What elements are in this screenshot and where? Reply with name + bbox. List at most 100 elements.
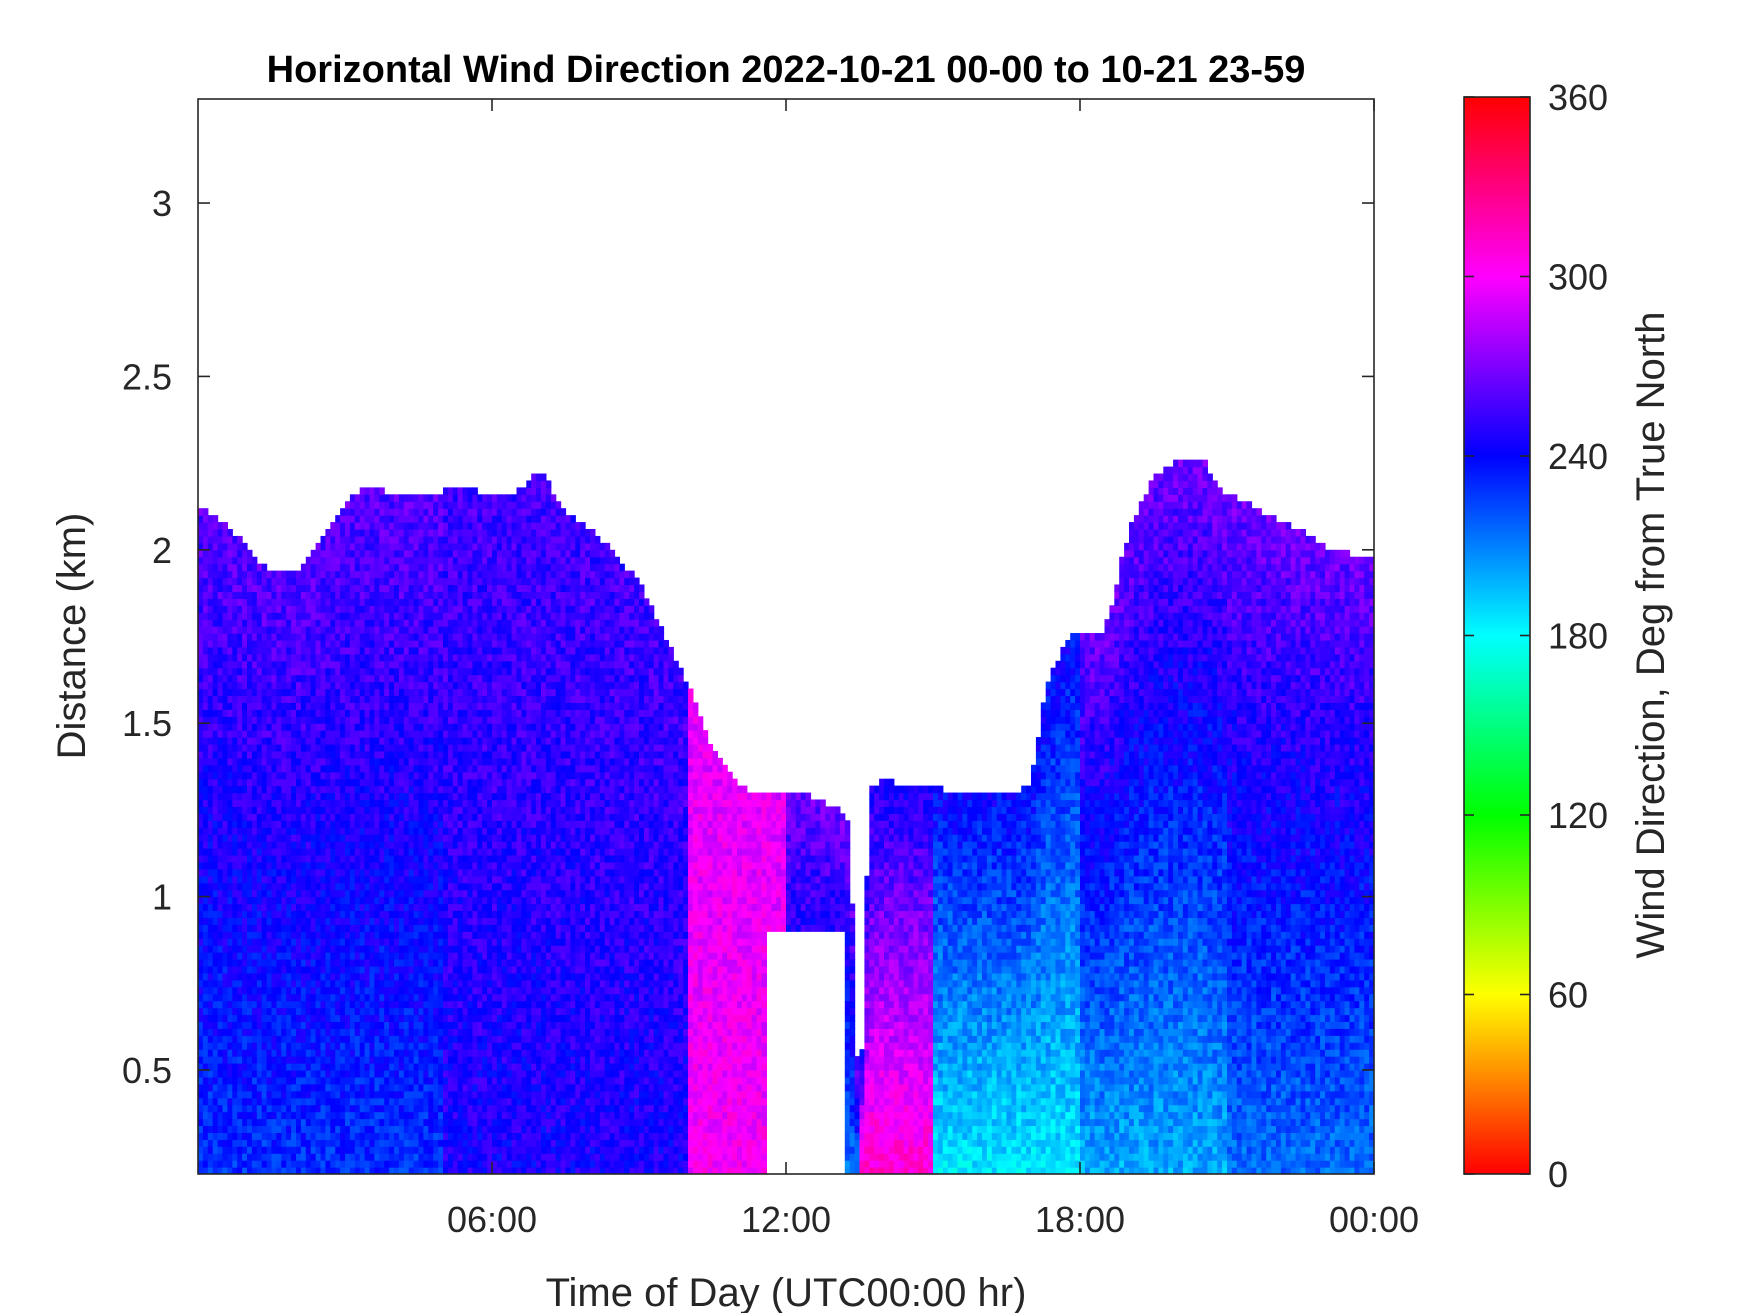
heatmap-cell	[237, 591, 243, 599]
heatmap-cell	[296, 605, 302, 613]
heatmap-cell	[256, 1118, 263, 1127]
heatmap-cell	[202, 827, 209, 835]
heatmap-cell	[423, 945, 429, 953]
heatmap-cell	[359, 723, 366, 731]
heatmap-cell	[207, 959, 214, 967]
heatmap-cell	[247, 931, 253, 939]
heatmap-cell	[286, 633, 292, 641]
heatmap-cell	[349, 868, 356, 877]
heatmap-cell	[374, 820, 380, 828]
heatmap-cell	[384, 827, 390, 835]
heatmap-cell	[384, 549, 390, 558]
heatmap-cell	[452, 508, 459, 516]
heatmap-cell	[384, 799, 390, 808]
heatmap-cell	[212, 750, 219, 759]
heatmap-cell	[408, 744, 415, 752]
heatmap-cell	[447, 820, 454, 828]
heatmap-cell	[310, 945, 317, 953]
heatmap-cell	[428, 1056, 434, 1064]
heatmap-cell	[354, 1104, 361, 1113]
heatmap-cell	[418, 556, 424, 565]
heatmap-cell	[237, 965, 243, 974]
heatmap-cell	[227, 931, 233, 939]
heatmap-cell	[413, 660, 420, 669]
heatmap-cell	[438, 945, 444, 953]
heatmap-cell	[340, 660, 346, 669]
heatmap-cell	[389, 1139, 395, 1147]
heatmap-cell	[335, 542, 341, 551]
heatmap-cell	[217, 730, 224, 738]
heatmap-cell	[217, 1063, 224, 1071]
heatmap-cell	[408, 1007, 415, 1016]
heatmap-cell	[247, 750, 253, 759]
heatmap-cell	[413, 646, 420, 655]
heatmap-cell	[198, 896, 204, 905]
heatmap-cell	[247, 903, 253, 912]
heatmap-cell	[315, 1160, 322, 1168]
heatmap-cell	[305, 1118, 312, 1127]
heatmap-cell	[271, 792, 277, 801]
heatmap-cell	[379, 515, 385, 523]
heatmap-cell	[296, 1167, 302, 1174]
heatmap-cell	[276, 882, 282, 891]
heatmap-cell	[345, 861, 351, 870]
heatmap-cell	[276, 1118, 282, 1127]
heatmap-cell	[198, 577, 204, 586]
heatmap-cell	[438, 979, 444, 988]
heatmap-cell	[217, 1035, 224, 1043]
heatmap-cell	[222, 1111, 228, 1120]
heatmap-cell	[379, 598, 385, 606]
heatmap-cell	[433, 778, 439, 787]
heatmap-cell	[369, 660, 375, 669]
heatmap-cell	[212, 1153, 219, 1161]
heatmap-cell	[438, 1083, 444, 1092]
heatmap-cell	[296, 1153, 302, 1161]
heatmap-cell	[330, 841, 336, 849]
heatmap-cell	[217, 875, 224, 884]
heatmap-cell	[433, 653, 439, 662]
heatmap-cell	[281, 875, 287, 884]
heatmap-cell	[207, 827, 214, 835]
heatmap-cell	[443, 605, 449, 613]
heatmap-cell	[335, 764, 341, 773]
heatmap-cell	[438, 1104, 444, 1113]
heatmap-cell	[394, 917, 400, 925]
heatmap-cell	[330, 716, 336, 724]
heatmap-cell	[222, 965, 228, 974]
heatmap-cell	[251, 1076, 258, 1085]
heatmap-cell	[443, 1104, 449, 1113]
heatmap-cell	[305, 806, 312, 814]
heatmap-cell	[379, 1035, 385, 1043]
heatmap-cell	[261, 993, 268, 1002]
heatmap-cell	[398, 820, 405, 828]
heatmap-cell	[423, 903, 429, 912]
heatmap-cell	[423, 868, 429, 877]
heatmap-cell	[212, 1104, 219, 1113]
heatmap-cell	[271, 778, 277, 787]
heatmap-cell	[374, 1076, 380, 1085]
heatmap-cell	[286, 653, 292, 662]
heatmap-cell	[271, 730, 277, 738]
heatmap-cell	[247, 1146, 253, 1154]
heatmap-cell	[310, 688, 317, 697]
heatmap-cell	[379, 639, 385, 648]
heatmap-cell	[354, 993, 361, 1002]
heatmap-cell	[305, 827, 312, 835]
heatmap-cell	[345, 841, 351, 849]
heatmap-cell	[452, 813, 459, 821]
heatmap-cell	[247, 737, 253, 745]
heatmap-cell	[423, 591, 429, 599]
heatmap-cell	[408, 848, 415, 856]
heatmap-cell	[428, 515, 434, 523]
heatmap-cell	[374, 584, 380, 593]
heatmap-cell	[266, 945, 273, 953]
heatmap-cell	[408, 757, 415, 766]
heatmap-cell	[374, 556, 380, 565]
heatmap-cell	[340, 938, 346, 946]
heatmap-cell	[217, 605, 224, 613]
heatmap-cell	[232, 709, 238, 717]
heatmap-cell	[310, 1104, 317, 1113]
heatmap-cell	[447, 522, 454, 530]
heatmap-cell	[418, 986, 424, 995]
heatmap-cell	[325, 931, 331, 939]
